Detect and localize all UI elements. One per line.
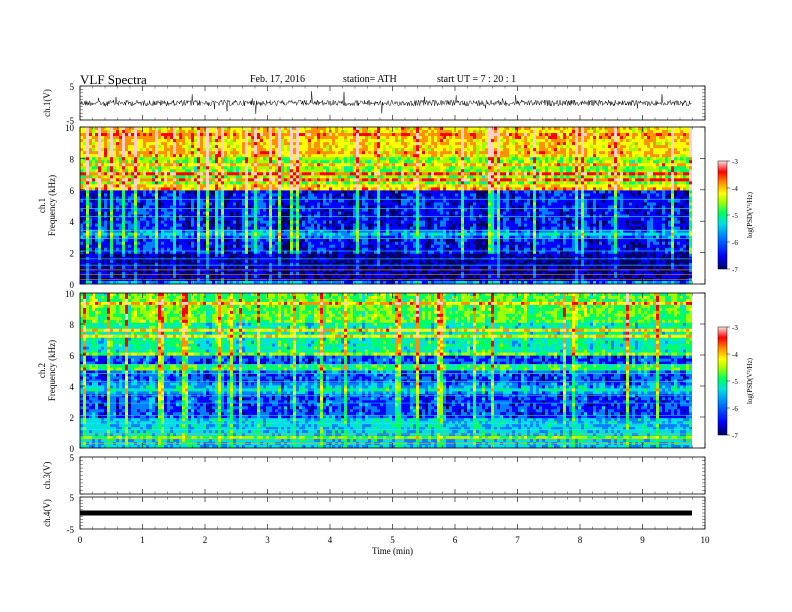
ch2-spectrogram-colorbar: [717, 326, 728, 436]
y-tick-label: 8: [70, 154, 75, 164]
x-tick-label: 6: [453, 535, 458, 545]
y-axis-label: ch.1(V): [42, 89, 52, 117]
x-tick-label: 4: [328, 535, 333, 545]
x-axis-label: Time (min): [372, 546, 413, 556]
colorbar-tick-label: -4: [732, 185, 738, 193]
colorbar-tick-label: -5: [732, 378, 738, 386]
figure-title: VLF Spectra: [80, 72, 147, 88]
x-tick-label: 10: [701, 535, 711, 545]
ch2-spectrogram-image: [80, 293, 693, 449]
y-tick-label: -5: [67, 116, 75, 126]
x-tick-label: 9: [640, 535, 645, 545]
colorbar-tick-label: -7: [732, 432, 738, 440]
x-tick-label: 0: [78, 535, 83, 545]
x-tick-label: 2: [203, 535, 208, 545]
y-tick-label: 2: [70, 249, 75, 259]
y-tick-label: -5: [67, 525, 75, 535]
ch4-waveform-trace: [80, 510, 692, 516]
colorbar-tick-label: -7: [732, 266, 738, 274]
y-axis-label: Frequency (kHz): [47, 340, 57, 401]
station-label: station= ATH: [343, 74, 397, 85]
ch3-waveform-frame: [79, 456, 706, 495]
ch1-waveform-trace: [79, 91, 692, 115]
ch1-spectrogram-image: [80, 127, 693, 285]
y-tick-label: 6: [70, 351, 75, 361]
colorbar-tick-label: -6: [732, 239, 738, 247]
y-axis-label: ch.2: [37, 363, 47, 378]
y-tick-label: 2: [70, 413, 75, 423]
date-label: Feb. 17, 2016: [250, 74, 305, 85]
no-data-area: [692, 127, 705, 284]
y-tick-label: 5: [70, 82, 75, 92]
x-tick-label: 1: [140, 535, 145, 545]
y-tick-label: 5: [70, 453, 75, 463]
colorbar-label: log(PSD(V²/Hz): [746, 357, 754, 404]
y-tick-label: 5: [70, 493, 75, 503]
no-data-area: [692, 293, 705, 448]
colorbar-tick-label: -3: [732, 324, 738, 332]
colorbar-tick-label: -4: [732, 351, 738, 359]
colorbar-tick-label: -5: [732, 212, 738, 220]
y-tick-label: 8: [70, 320, 75, 330]
y-tick-label: 10: [65, 289, 75, 299]
ch1-spectrogram-colorbar: [717, 160, 728, 270]
start-time-label: start UT = 7 : 20 : 1: [437, 74, 516, 85]
x-tick-label: 3: [265, 535, 270, 545]
y-tick-label: 10: [65, 123, 75, 133]
y-axis-label: ch.4(V): [42, 499, 52, 527]
y-axis-label: ch.1: [37, 198, 47, 213]
y-tick-label: 0: [70, 280, 75, 290]
colorbar-tick-label: -6: [732, 405, 738, 413]
colorbar-tick-label: -3: [732, 158, 738, 166]
y-tick-label: 4: [70, 382, 75, 392]
x-tick-label: 5: [390, 535, 395, 545]
y-tick-label: 6: [70, 186, 75, 196]
y-axis-label: Frequency (kHz): [47, 175, 57, 236]
x-tick-label: 8: [578, 535, 583, 545]
colorbar-label: log(PSD(V²/Hz): [746, 191, 754, 238]
y-tick-label: 0: [70, 444, 75, 454]
y-axis-label: ch.3(V): [42, 462, 52, 490]
y-tick-label: 4: [70, 217, 75, 227]
x-tick-label: 7: [515, 535, 520, 545]
